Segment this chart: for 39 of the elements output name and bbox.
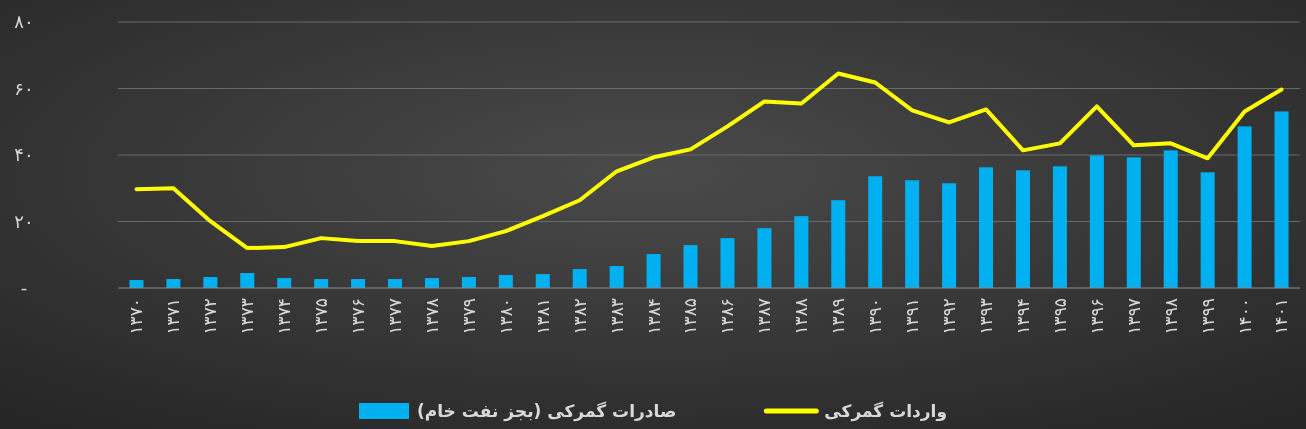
x-tick-label: ۱۳۹۴ — [1012, 298, 1033, 335]
x-tick-label: ۱۳۷۱ — [163, 298, 184, 335]
x-tick-label: ۱۳۷۶ — [348, 298, 369, 335]
x-tick-label: ۱۳۹۰ — [865, 298, 886, 335]
x-tick-label: ۱۳۸۵ — [680, 298, 701, 335]
x-tick-label: ۱۳۸۳ — [606, 298, 627, 335]
x-tick-label: ۱۳۹۳ — [975, 298, 996, 335]
x-tick-label: ۱۳۷۷ — [384, 298, 405, 335]
x-tick-label: ۱۳۸۴ — [643, 298, 664, 335]
y-tick-label: ۸۰ — [14, 11, 34, 33]
x-tick-label: ۱۳۷۳ — [237, 298, 258, 335]
legend-label: صادرات گمرکی (بجز نفت خام) — [417, 400, 677, 422]
y-tick-label: ۴۰ — [14, 144, 34, 166]
x-tick-label: ۱۳۷۵ — [311, 298, 332, 335]
x-tick-label: ۱۳۹۶ — [1086, 298, 1107, 335]
x-tick-label: ۱۳۹۸ — [1160, 298, 1181, 335]
x-tick-label: ۱۳۷۸ — [421, 298, 442, 335]
y-tick-label: ۲۰ — [14, 210, 34, 232]
x-tick-label: ۱۳۸۲ — [569, 298, 590, 335]
x-tick-label: ۱۳۷۴ — [274, 298, 295, 335]
x-tick-label: ۱۳۷۹ — [458, 298, 479, 335]
x-tick-label: ۱۳۹۲ — [939, 298, 960, 335]
legend-label: واردات گمرکی — [824, 400, 947, 422]
y-tick-label: ۶۰ — [14, 77, 34, 99]
x-tick-label: ۱۳۷۲ — [200, 298, 221, 335]
x-tick-label: ۱۳۹۹ — [1197, 298, 1218, 335]
x-tick-label: ۱۳۸۷ — [754, 298, 775, 335]
x-tick-label: ۱۳۹۵ — [1049, 298, 1070, 335]
x-tick-label: ۱۳۹۷ — [1123, 298, 1144, 335]
x-tick-label: ۱۳۸۹ — [828, 298, 849, 335]
x-tick-label: ۱۴۰۱ — [1271, 298, 1292, 335]
x-tick-label: ۱۳۸۸ — [791, 298, 812, 335]
x-tick-label: ۱۳۸۶ — [717, 298, 738, 335]
y-tick-label: - — [20, 277, 28, 299]
x-tick-label: ۱۳۸۰ — [495, 298, 516, 335]
x-tick-label: ۱۳۸۱ — [532, 298, 553, 335]
x-tick-label: ۱۳۹۱ — [902, 298, 923, 335]
x-tick-label: ۱۴۰۰ — [1234, 298, 1255, 335]
x-tick-label: ۱۳۷۰ — [126, 298, 147, 335]
